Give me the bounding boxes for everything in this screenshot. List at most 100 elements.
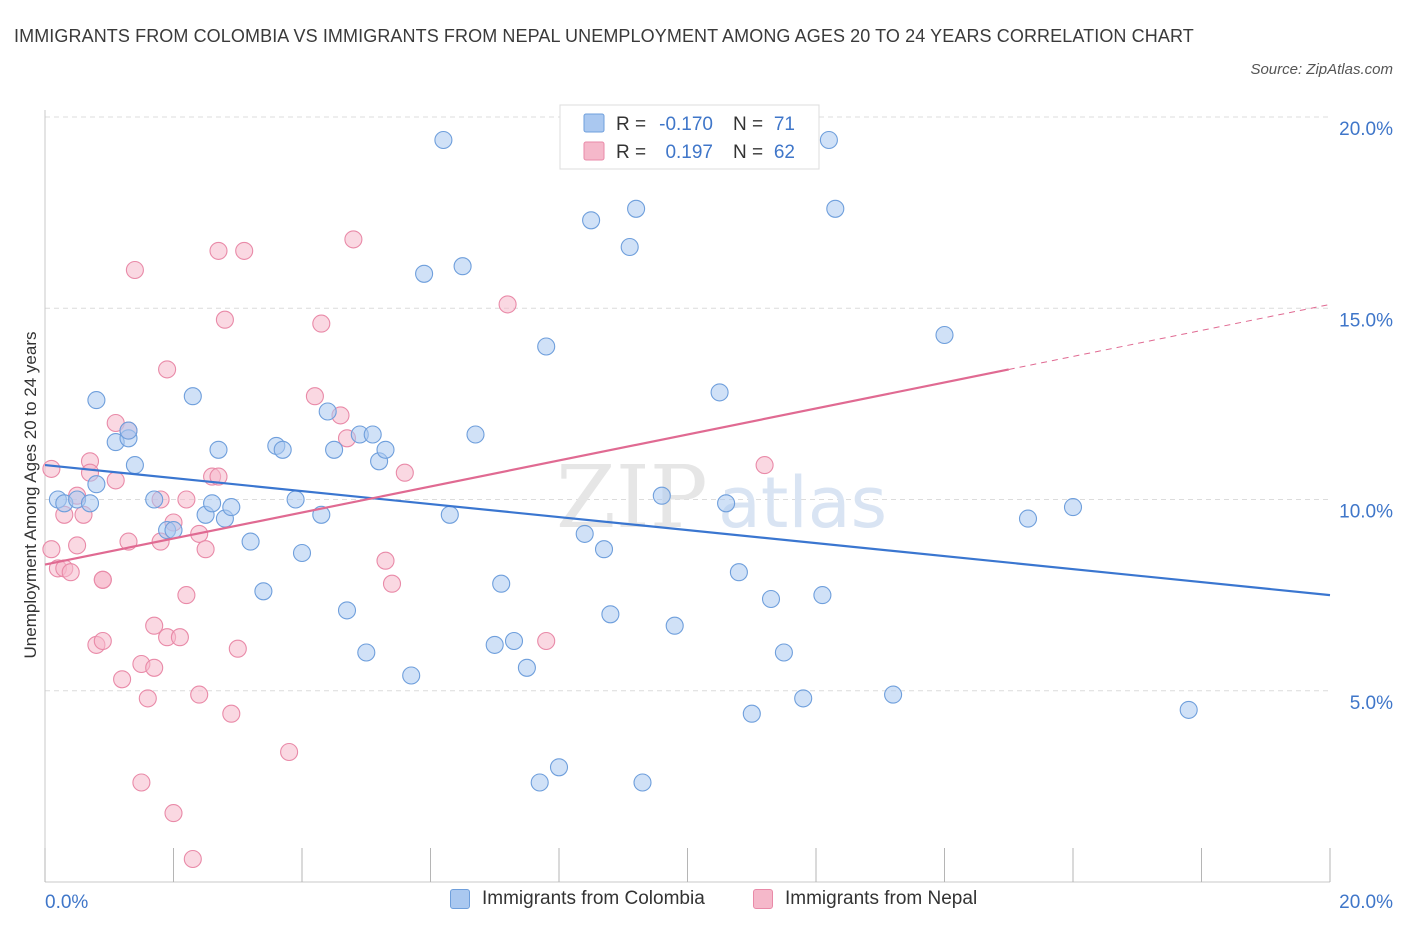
- nepal-point-34: [177, 586, 196, 605]
- legend-n-value-nepal: 62: [774, 142, 795, 163]
- nepal-point-55: [498, 295, 517, 314]
- y-tick-label-0: 5.0%: [1350, 693, 1393, 714]
- correlation-legend: R = -0.170 N = 71 R = 0.197 N = 62: [559, 104, 820, 170]
- nepal-point-14: [93, 570, 112, 589]
- colombia-point-12: [164, 521, 183, 540]
- nepal-point-41: [209, 241, 228, 260]
- nepal-point-52: [376, 551, 395, 570]
- colombia-point-9: [125, 456, 144, 475]
- nepal-point-38: [196, 540, 215, 559]
- nepal-point-13: [93, 631, 112, 651]
- nepal-point-35: [183, 849, 202, 869]
- nepal-point-44: [228, 639, 247, 658]
- colombia-point-57: [717, 494, 736, 513]
- series-colombia-points: [48, 130, 1198, 792]
- colombia-point-19: [241, 532, 260, 551]
- legend-n-value-colombia: 71: [774, 114, 795, 135]
- colombia-point-13: [183, 387, 202, 406]
- colombia-point-62: [794, 689, 813, 708]
- trend-line-colombia: [44, 463, 1331, 597]
- y-tick-label-2: 15.0%: [1339, 310, 1393, 331]
- nepal-point-43: [222, 704, 241, 723]
- colombia-point-4: [87, 475, 106, 494]
- nepal-point-17: [113, 670, 132, 689]
- nepal-point-48: [312, 314, 331, 333]
- legend-swatch-colombia-bottom: [450, 889, 470, 909]
- series-legend: Immigrants from Colombia Immigrants from…: [0, 888, 1406, 918]
- colombia-point-15: [203, 494, 222, 513]
- colombia-point-69: [1063, 498, 1083, 517]
- colombia-point-65: [826, 199, 845, 218]
- nepal-point-51: [344, 230, 363, 249]
- legend-n-label-nepal: N =: [733, 142, 763, 163]
- nepal-point-25: [145, 616, 164, 635]
- colombia-point-66: [884, 685, 903, 704]
- nepal-point-30: [164, 804, 183, 823]
- colombia-point-16: [209, 440, 228, 459]
- legend-swatch-colombia: [583, 113, 605, 133]
- colombia-point-35: [415, 264, 434, 283]
- nepal-point-23: [138, 689, 157, 708]
- nepal-point-32: [170, 628, 189, 647]
- colombia-point-41: [492, 574, 511, 593]
- grid-layer: [45, 116, 1330, 692]
- colombia-point-58: [729, 563, 748, 582]
- colombia-point-22: [273, 440, 292, 459]
- colombia-point-55: [665, 616, 684, 635]
- nepal-point-37: [190, 685, 209, 704]
- legend-item-colombia[interactable]: Immigrants from Colombia: [450, 888, 705, 910]
- legend-swatch-nepal: [583, 141, 605, 161]
- colombia-point-44: [530, 773, 549, 792]
- nepal-point-29: [158, 360, 177, 379]
- nepal-point-42: [215, 310, 234, 329]
- y-axis-label-group: Unemployment Among Ages 20 to 24 years: [21, 332, 40, 659]
- series-nepal-points: [42, 230, 774, 869]
- nepal-point-47: [305, 387, 324, 406]
- trend-line-nepal: [44, 368, 1009, 566]
- colombia-point-45: [537, 337, 556, 356]
- nepal-point-46: [280, 742, 299, 762]
- chart-title: IMMIGRANTS FROM COLOMBIA VS IMMIGRANTS F…: [14, 26, 1194, 46]
- x-tick-label-0: 0.0%: [45, 892, 88, 913]
- source-label: Source: ZipAtlas.com: [1250, 61, 1393, 78]
- legend-r-label-nepal: R =: [616, 142, 646, 163]
- axis-layer: [44, 110, 1331, 883]
- colombia-point-39: [466, 425, 485, 444]
- colombia-point-47: [575, 524, 594, 543]
- colombia-point-18: [222, 498, 241, 517]
- nepal-point-22: [132, 773, 151, 792]
- trend-lines: [44, 303, 1331, 597]
- colombia-point-64: [819, 130, 838, 150]
- nepal-point-20: [125, 260, 144, 280]
- colombia-point-40: [485, 635, 504, 654]
- colombia-point-23: [286, 490, 305, 509]
- colombia-point-8: [119, 421, 138, 440]
- trend-line-nepal-extension: [1008, 303, 1331, 370]
- colombia-point-61: [774, 643, 793, 662]
- colombia-point-20: [254, 582, 273, 601]
- nepal-point-57: [755, 456, 774, 475]
- colombia-point-68: [1018, 509, 1038, 528]
- y-tick-label-3: 20.0%: [1339, 119, 1393, 140]
- colombia-point-36: [434, 130, 453, 150]
- colombia-point-38: [453, 257, 472, 276]
- colombia-point-42: [504, 631, 524, 651]
- legend-swatch-nepal-bottom: [753, 889, 773, 909]
- colombia-point-28: [337, 601, 357, 620]
- colombia-point-46: [549, 758, 569, 777]
- colombia-point-54: [652, 486, 671, 505]
- nepal-point-45: [235, 241, 254, 260]
- colombia-point-50: [601, 605, 620, 624]
- colombia-point-70: [1179, 700, 1198, 719]
- legend-item-nepal[interactable]: Immigrants from Nepal: [753, 888, 977, 910]
- colombia-point-48: [582, 211, 601, 230]
- colombia-point-51: [620, 237, 639, 257]
- tick-labels: 5.0% 10.0% 15.0% 20.0% 0.0% 20.0%: [45, 119, 1393, 913]
- colombia-point-56: [710, 383, 729, 402]
- watermark-atlas: atlas: [718, 462, 887, 544]
- colombia-point-59: [742, 704, 761, 723]
- nepal-point-54: [395, 463, 414, 482]
- colombia-point-33: [376, 440, 395, 459]
- legend-label-nepal: Immigrants from Nepal: [785, 888, 978, 909]
